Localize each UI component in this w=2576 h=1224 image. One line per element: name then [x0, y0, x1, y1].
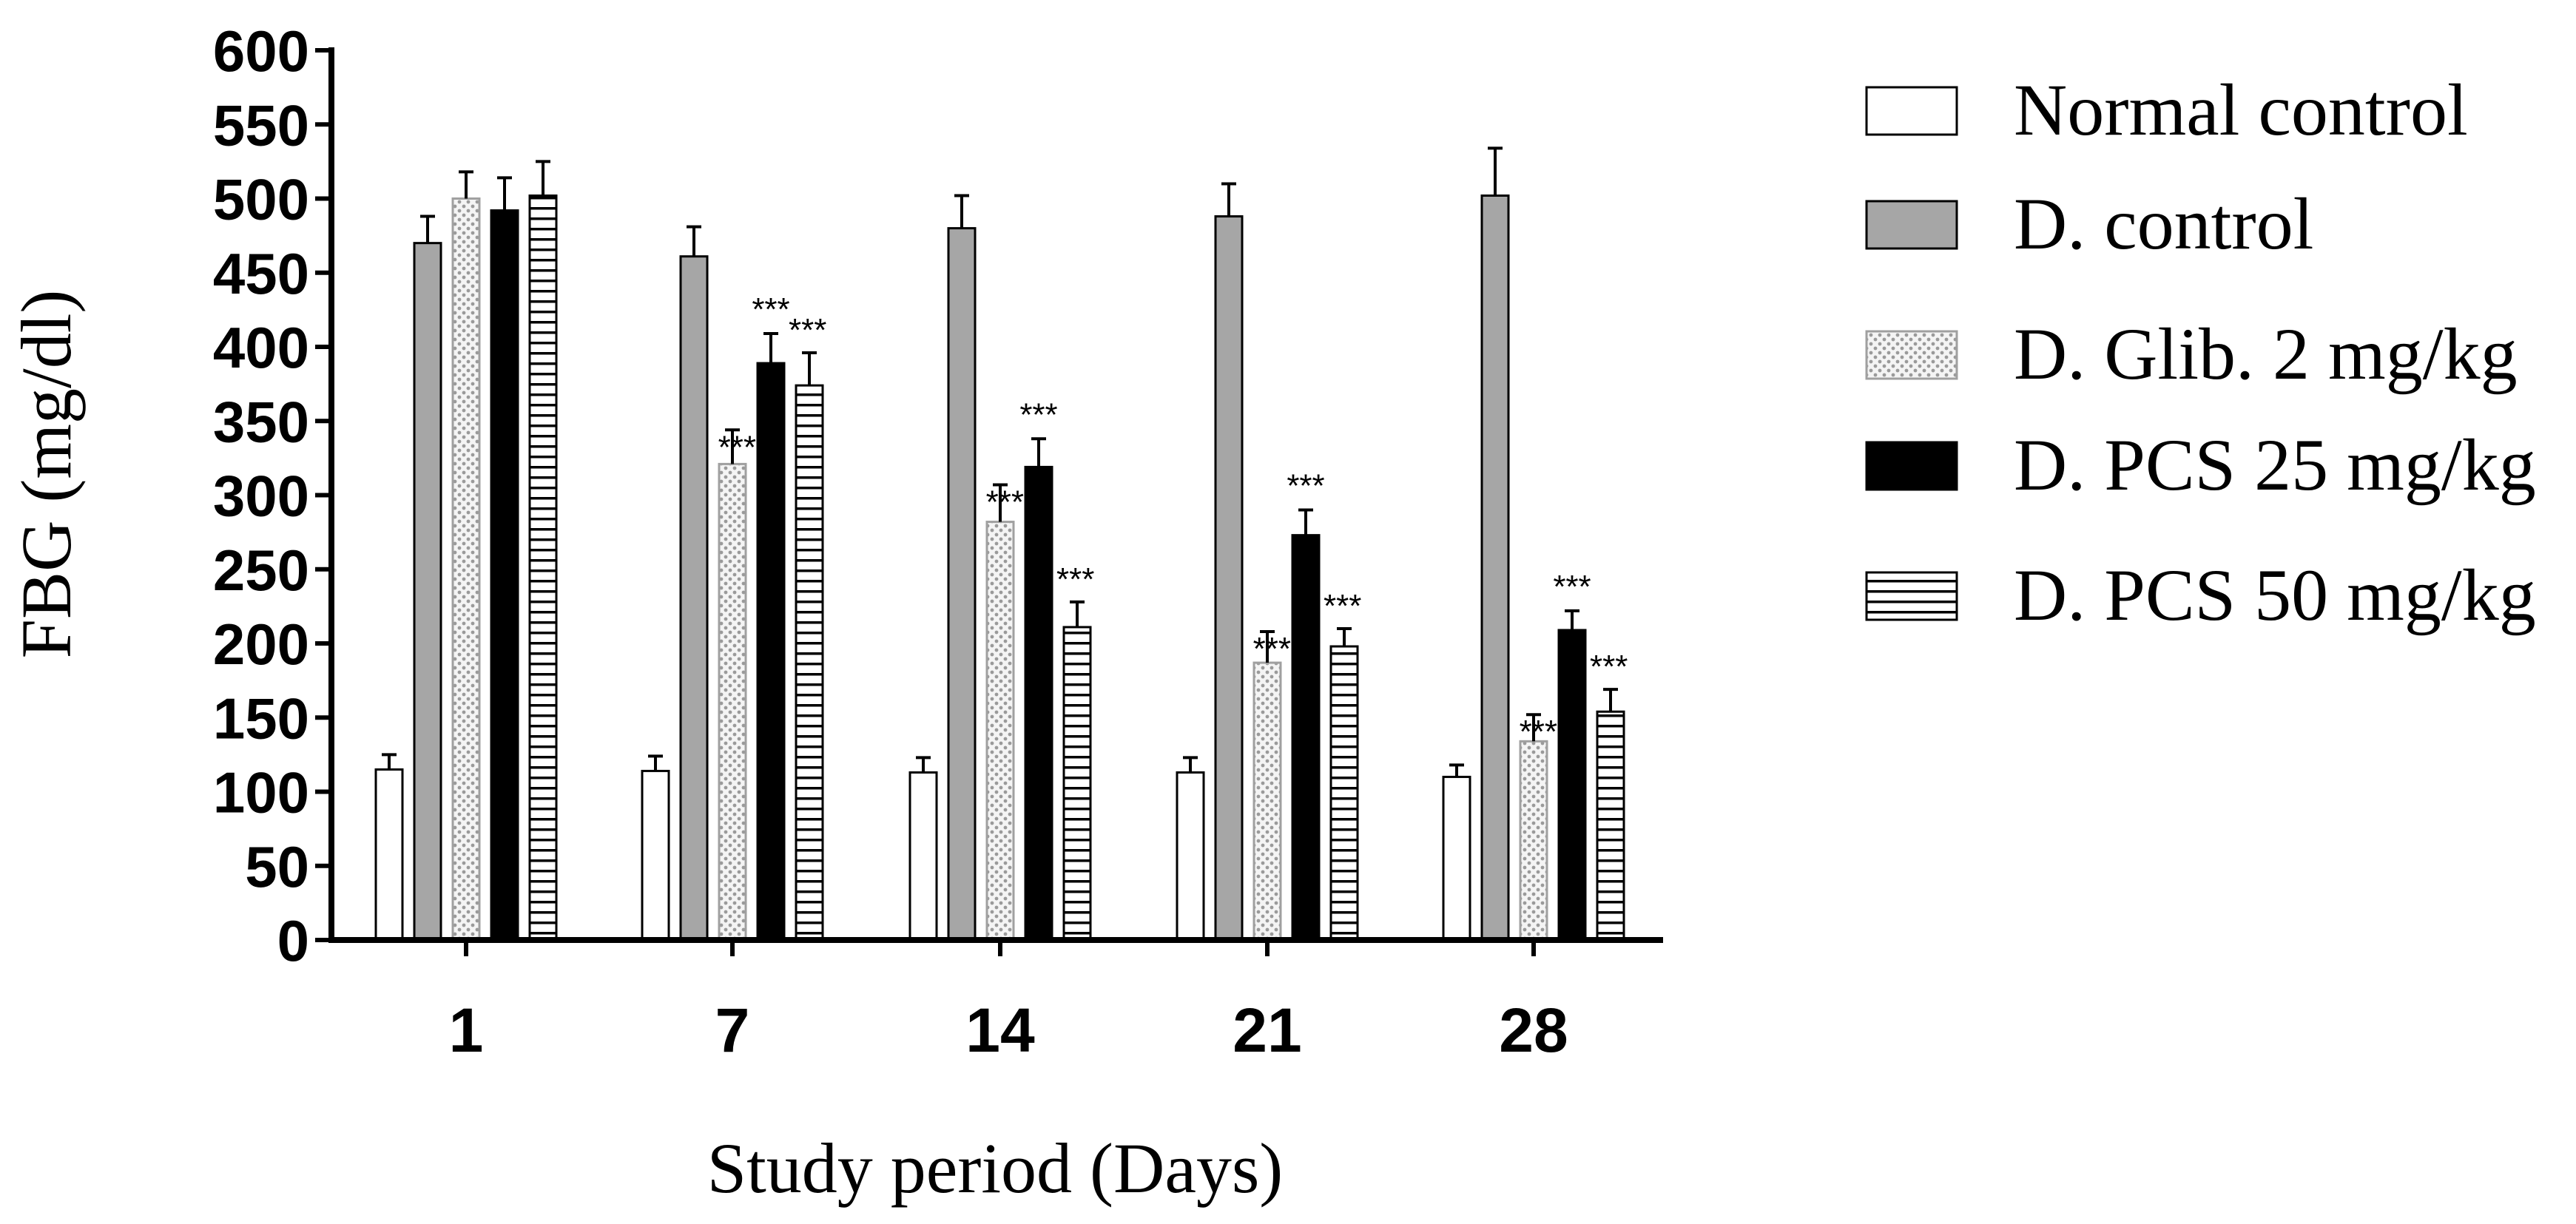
bar	[1252, 661, 1282, 941]
bar	[795, 384, 824, 941]
bar	[1024, 465, 1053, 941]
bar	[679, 255, 709, 941]
legend: Normal control D. control D. Glib. 2 mg/kg…	[1865, 69, 2536, 636]
y-tick-label: 250	[213, 538, 309, 603]
y-tick-label: 150	[213, 686, 309, 751]
legend-swatch	[1865, 330, 1958, 380]
bar	[1062, 626, 1092, 941]
bar	[413, 242, 442, 941]
significance-marker: ***	[1553, 569, 1591, 605]
bar	[1519, 740, 1548, 941]
legend-label: D. PCS 50 mg/kg	[2014, 554, 2536, 636]
y-axis-title: FBG (mg/dl)	[7, 290, 86, 659]
legend-swatch	[1865, 200, 1958, 250]
significance-marker: ***	[1287, 468, 1324, 504]
y-tick-label: 200	[213, 612, 309, 677]
bar	[1442, 775, 1471, 941]
y-tick-label: 50	[245, 834, 309, 899]
significance-marker: ***	[1253, 631, 1291, 667]
bar	[1291, 534, 1321, 941]
legend-swatch	[1865, 86, 1958, 136]
x-axis-title: Study period (Days)	[707, 1129, 1284, 1208]
bar	[374, 768, 404, 941]
legend-label: D. Glib. 2 mg/kg	[2014, 313, 2518, 395]
bar	[641, 769, 670, 941]
x-tick-label: 7	[715, 995, 750, 1065]
bars-layer: ************************************	[374, 146, 1628, 941]
x-tick-label: 21	[1233, 995, 1301, 1065]
bar	[756, 362, 786, 941]
legend-label: D. PCS 25 mg/kg	[2014, 424, 2536, 506]
y-tick-label: 500	[213, 167, 309, 232]
bar	[1329, 645, 1359, 941]
y-tick-label: 550	[213, 92, 309, 158]
y-tick-label: 0	[277, 908, 309, 973]
bar	[1480, 194, 1510, 941]
bar	[947, 227, 977, 941]
significance-marker: ***	[1590, 649, 1628, 685]
bar	[451, 197, 481, 941]
bar	[985, 521, 1015, 941]
y-tick-label: 300	[213, 464, 309, 529]
y-tick-label: 400	[213, 315, 309, 380]
significance-marker: ***	[1520, 714, 1557, 750]
bar	[908, 771, 938, 941]
significance-marker: ***	[1324, 588, 1361, 624]
x-tick-label: 14	[965, 995, 1035, 1065]
y-tick-label: 450	[213, 241, 309, 306]
legend-swatch	[1865, 571, 1958, 621]
significance-marker: ***	[752, 291, 789, 328]
bar	[490, 209, 519, 941]
legend-swatch	[1865, 441, 1958, 491]
significance-marker: ***	[1056, 561, 1094, 598]
bar	[1557, 629, 1587, 941]
significance-marker: ***	[718, 429, 756, 465]
bar	[1176, 771, 1205, 941]
significance-marker: ***	[1019, 396, 1057, 433]
y-tick-label: 600	[213, 18, 309, 84]
legend-label: D. control	[2014, 183, 2313, 265]
legend-label: Normal control	[2014, 69, 2468, 151]
bar	[528, 194, 558, 941]
bar	[1596, 710, 1625, 941]
ticks-layer: 0 50 100 150 200 250 300 350 400 450 500 550 600 1 7 14…	[213, 18, 1568, 1065]
significance-marker: ***	[789, 312, 826, 348]
significance-marker: ***	[986, 484, 1024, 520]
bar	[1214, 215, 1244, 941]
y-tick-label: 350	[213, 389, 309, 454]
bar	[718, 462, 747, 941]
y-tick-label: 100	[213, 760, 309, 825]
x-tick-label: 1	[449, 995, 484, 1065]
x-tick-label: 28	[1499, 995, 1568, 1065]
